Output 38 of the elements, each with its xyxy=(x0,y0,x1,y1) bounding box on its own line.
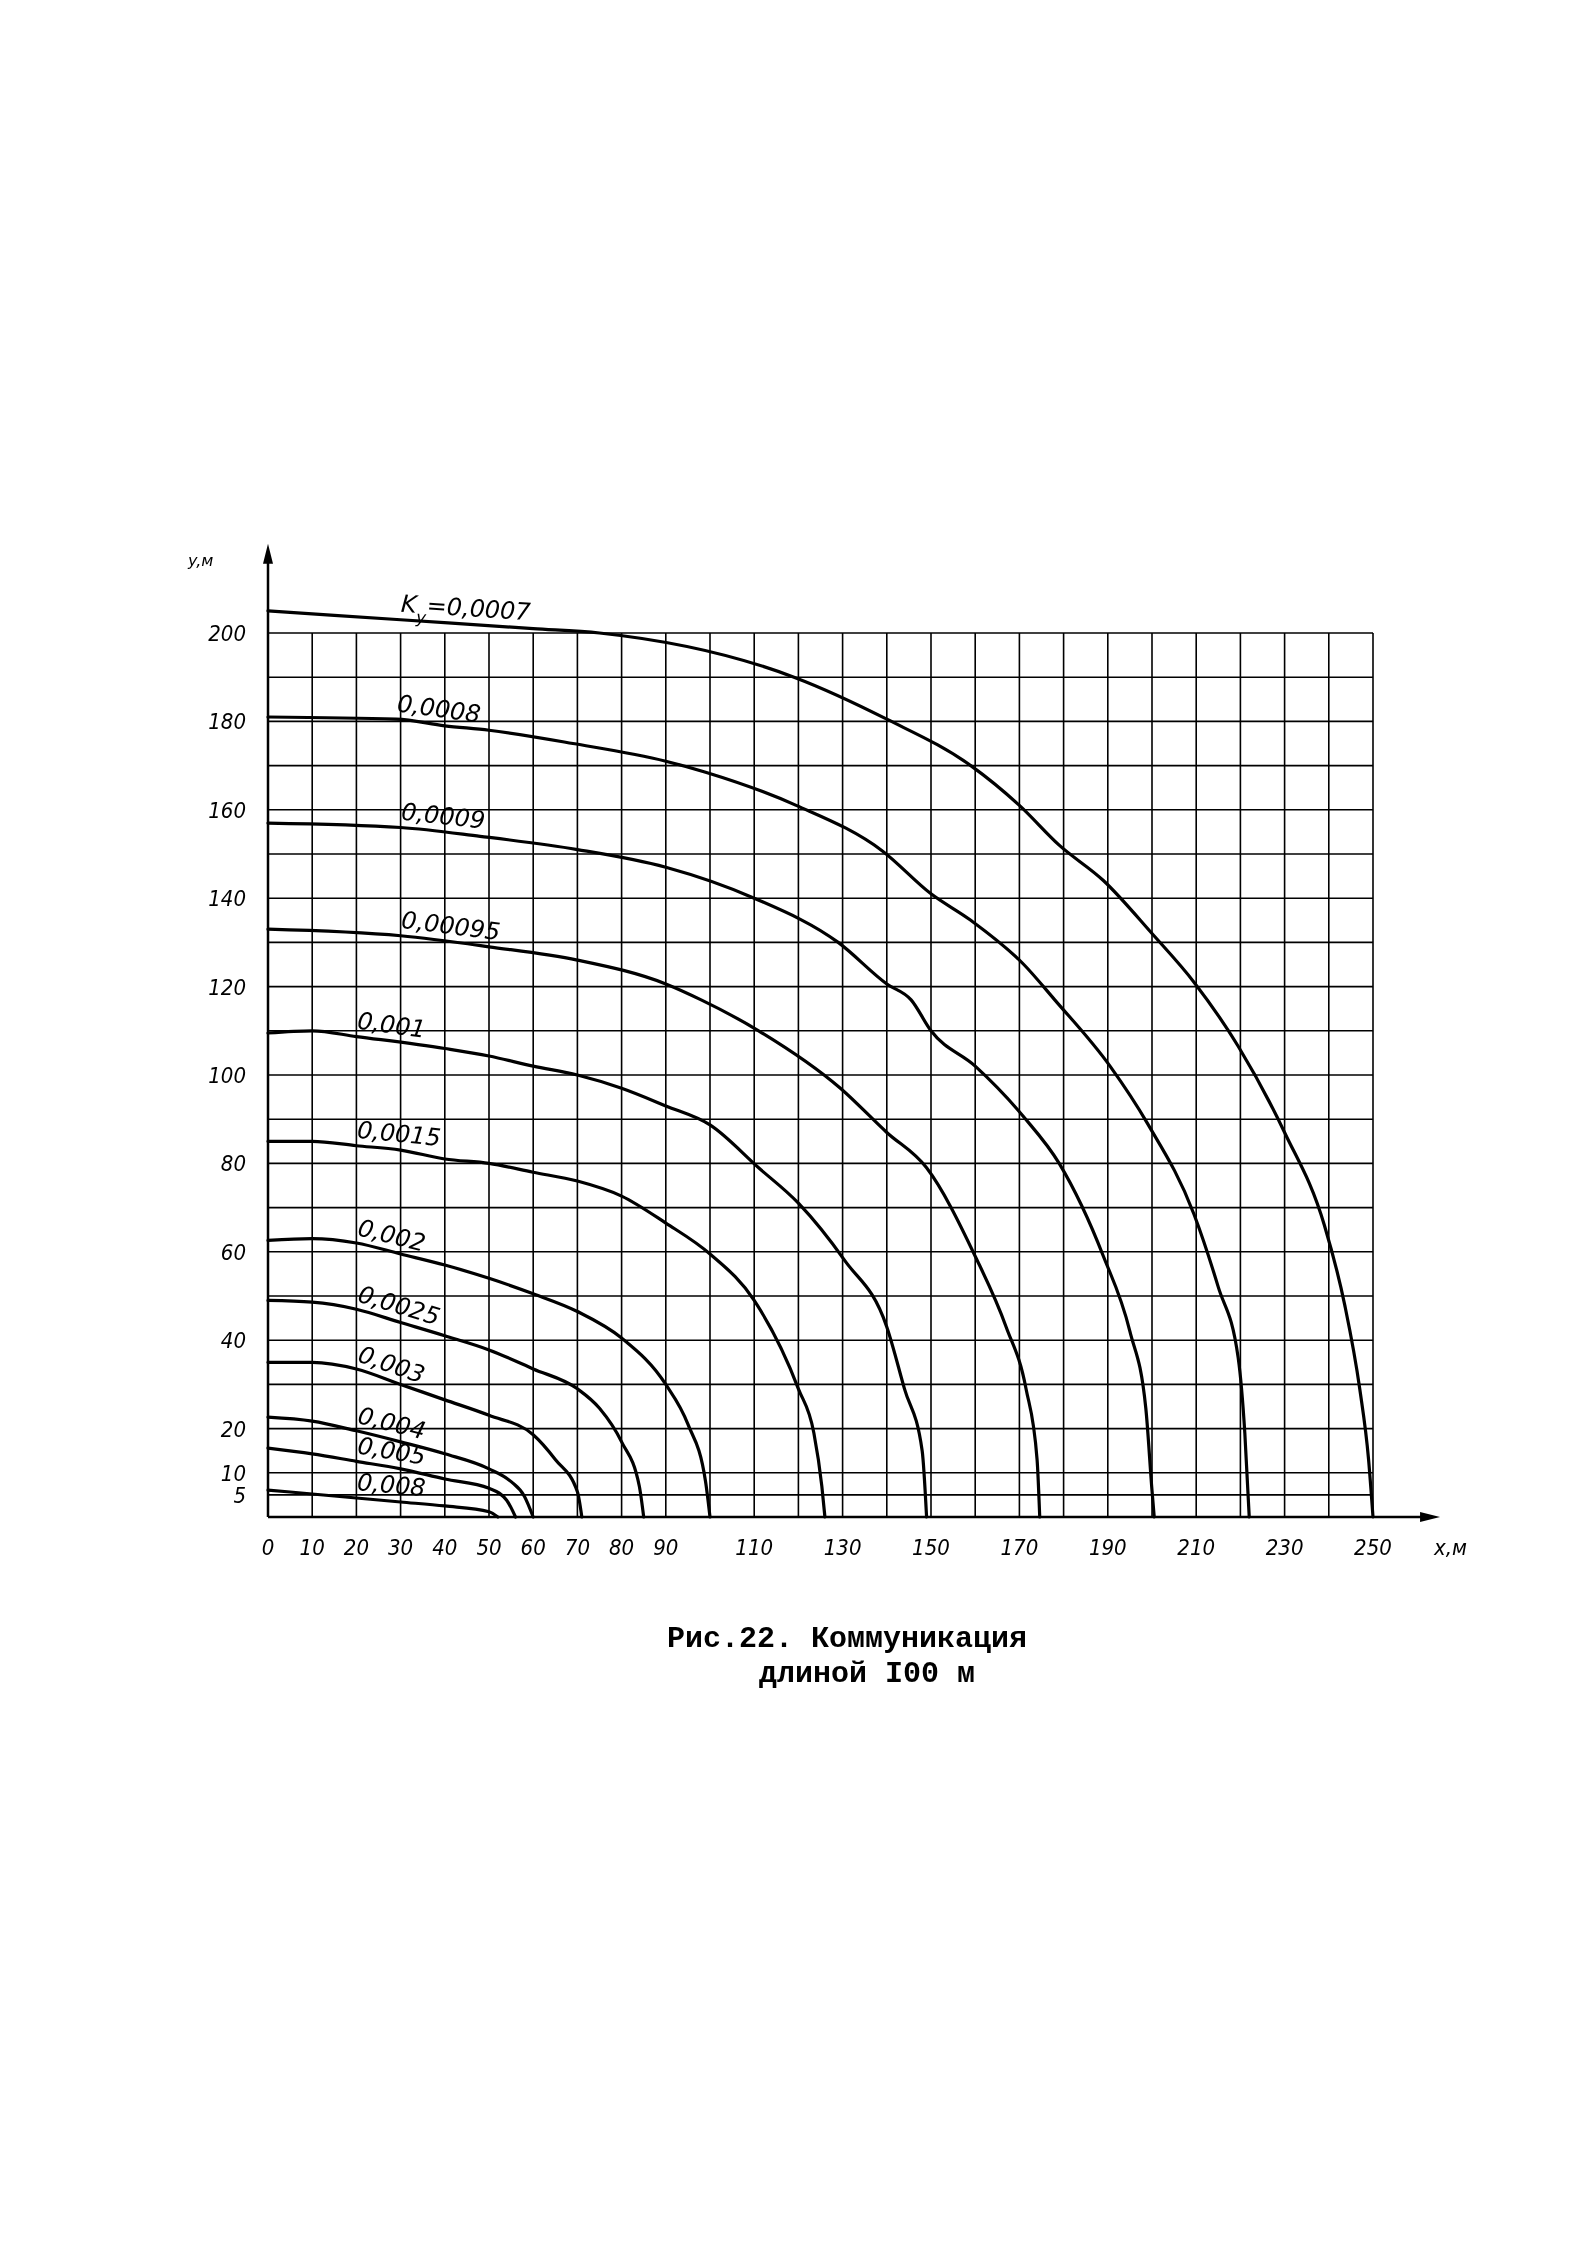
x-tick-label: 20 xyxy=(343,1535,369,1560)
x-tick-label: 230 xyxy=(1265,1535,1304,1560)
x-tick-label: 110 xyxy=(735,1535,774,1560)
x-tick-label: 130 xyxy=(823,1535,862,1560)
y-tick-label: 160 xyxy=(208,797,246,823)
y-tick-label: 200 xyxy=(208,621,246,646)
x-tick-label: 50 xyxy=(476,1535,502,1560)
x-axis-title: x,м xyxy=(1433,1535,1468,1560)
x-tick-label: 190 xyxy=(1088,1535,1127,1560)
y-axis-title: y,м xyxy=(187,550,214,570)
text: 0,002 xyxy=(354,1213,429,1258)
y-tick-label: 140 xyxy=(208,886,246,912)
text: 0,0025 xyxy=(354,1280,444,1332)
x-tick-label: 60 xyxy=(520,1535,546,1560)
text: 0,00095 xyxy=(399,905,502,947)
x-tick-label: 250 xyxy=(1354,1535,1392,1560)
x-tick-label: 40 xyxy=(432,1535,458,1560)
text: 0,0015 xyxy=(355,1115,443,1153)
y-tick-label: 80 xyxy=(220,1151,246,1177)
x-tick-label: 70 xyxy=(564,1535,590,1560)
text: 0,008 xyxy=(355,1468,427,1503)
text: 0,003 xyxy=(354,1340,429,1390)
y-tick-label: 60 xyxy=(220,1239,246,1265)
x-tick-label: 80 xyxy=(609,1535,635,1560)
x-tick-label: 210 xyxy=(1177,1535,1216,1560)
y-tick-label: 20 xyxy=(220,1416,246,1442)
x-tick-label: 170 xyxy=(1000,1535,1039,1560)
text: Рис.22. Коммуникация длиной I00 м xyxy=(666,1622,1028,1691)
y-tick-label: 40 xyxy=(220,1328,246,1354)
x-tick-label: 10 xyxy=(299,1535,325,1560)
x-tick-label: 150 xyxy=(912,1535,950,1560)
y-tick-label: 100 xyxy=(208,1063,246,1088)
x-tick-label: 90 xyxy=(653,1535,679,1560)
x-tick-label: 0 xyxy=(261,1535,275,1560)
y-tick-label: 120 xyxy=(208,974,246,1000)
x-tick-label: 30 xyxy=(388,1535,414,1560)
text: 0,0008 xyxy=(395,689,483,729)
y-tick-label: 180 xyxy=(208,709,246,735)
